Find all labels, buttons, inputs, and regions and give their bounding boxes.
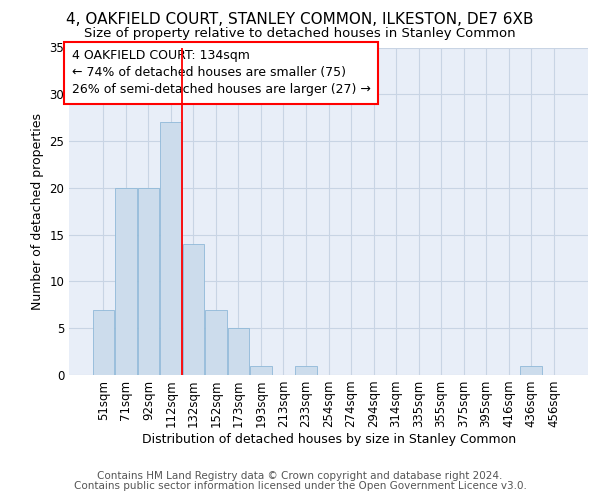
Bar (295, 366, 317, 375)
Text: 4, OAKFIELD COURT, STANLEY COMMON, ILKESTON, DE7 6XB: 4, OAKFIELD COURT, STANLEY COMMON, ILKES… (66, 12, 534, 28)
Bar (228, 328, 249, 375)
Bar (160, 122, 182, 375)
Bar (250, 366, 272, 375)
Y-axis label: Number of detached properties: Number of detached properties (31, 113, 44, 310)
Bar (182, 244, 204, 375)
Bar (137, 188, 159, 375)
Text: Size of property relative to detached houses in Stanley Common: Size of property relative to detached ho… (84, 28, 516, 40)
Bar (92, 310, 114, 375)
Text: Contains public sector information licensed under the Open Government Licence v3: Contains public sector information licen… (74, 481, 526, 491)
Text: 4 OAKFIELD COURT: 134sqm
← 74% of detached houses are smaller (75)
26% of semi-d: 4 OAKFIELD COURT: 134sqm ← 74% of detach… (71, 49, 370, 96)
Bar (205, 310, 227, 375)
Text: Distribution of detached houses by size in Stanley Common: Distribution of detached houses by size … (142, 432, 516, 446)
Text: Contains HM Land Registry data © Crown copyright and database right 2024.: Contains HM Land Registry data © Crown c… (97, 471, 503, 481)
Bar (520, 366, 542, 375)
Bar (115, 188, 137, 375)
